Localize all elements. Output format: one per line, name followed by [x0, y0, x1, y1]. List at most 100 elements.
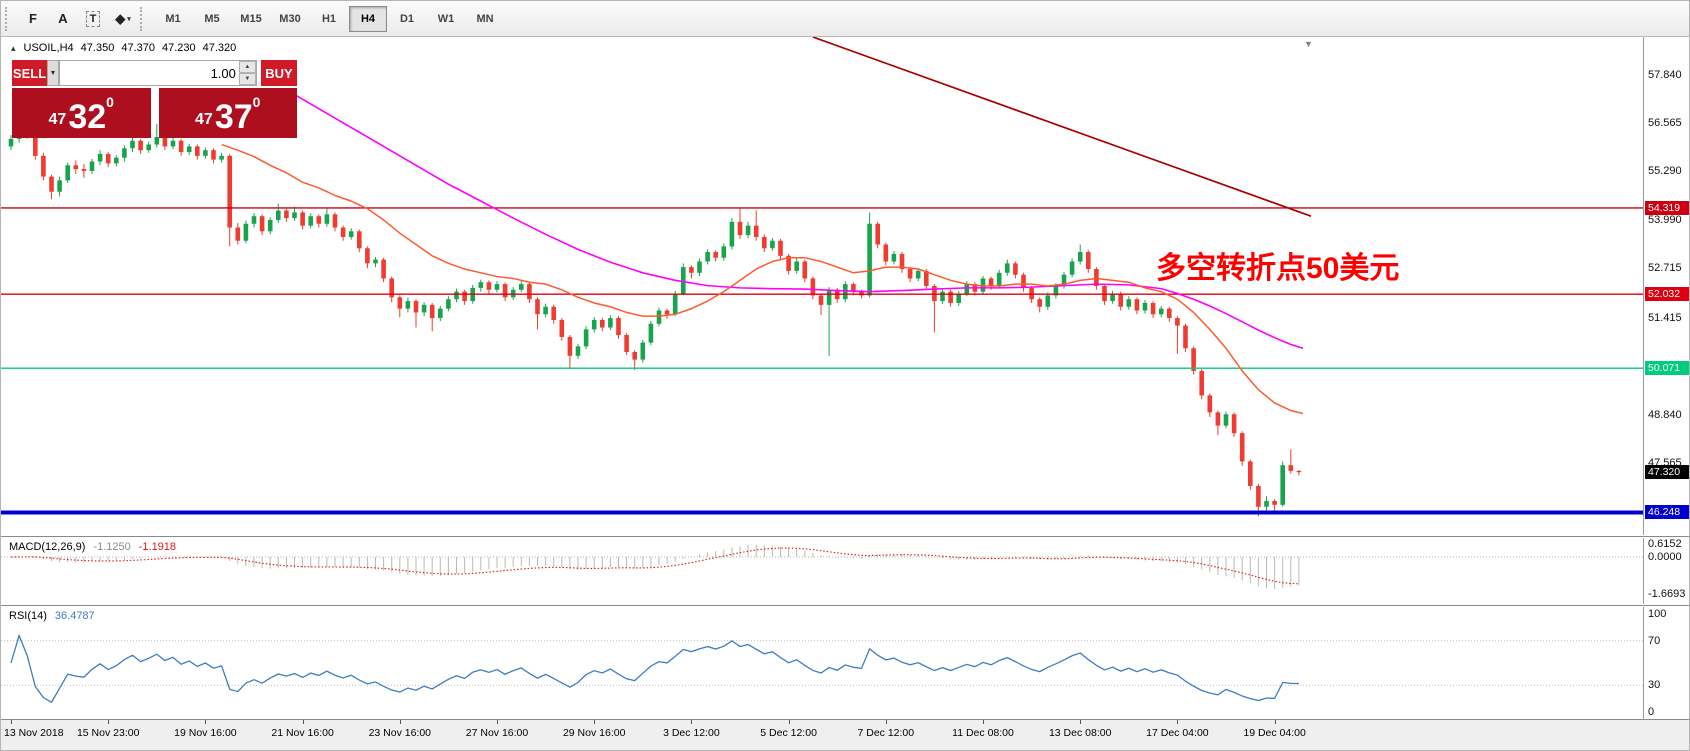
price-tick: 51.415	[1648, 311, 1682, 324]
timeframe-H4[interactable]: H4	[349, 5, 387, 32]
time-label: 7 Dec 12:00	[857, 727, 915, 739]
timeframe-MN[interactable]: MN	[476, 12, 494, 25]
rsi-chart[interactable]	[1, 607, 1643, 719]
text-label-tool-icon[interactable]: T	[79, 5, 107, 33]
one-click-collapse-icon[interactable]: ▴	[11, 42, 16, 53]
rsi-axis-label: 100	[1648, 608, 1667, 620]
chart-ohlc-header: ▴ USOIL,H4 47.350 47.370 47.230 47.320	[11, 42, 236, 54]
time-tick	[885, 720, 887, 724]
volume-spinner-up-icon[interactable]: ▲	[238, 61, 256, 73]
chart-shift-icon[interactable]: ▼	[1304, 39, 1313, 49]
time-tick	[1177, 720, 1179, 724]
chart-annotation: 多空转折点50美元	[1156, 252, 1400, 285]
volume-input[interactable]	[59, 61, 239, 85]
buy-price-sup: 0	[252, 94, 261, 110]
symbol-period: USOIL,H4	[23, 42, 74, 54]
buy-button[interactable]: BUY	[260, 60, 297, 86]
time-tick	[497, 720, 498, 724]
rsi-value: 36.4787	[54, 610, 95, 622]
sell-price[interactable]: 47 32 0	[12, 88, 151, 138]
one-click-trade-panel: SELL ▼ ▲ ▼ BUY 47 32 0 47	[12, 60, 297, 138]
time-label: 11 Dec 08:00	[952, 727, 1014, 739]
time-label: 17 Dec 04:00	[1146, 727, 1209, 739]
timeframe-M15[interactable]: M15	[240, 12, 262, 25]
rsi-header: RSI(14) 36.4787	[9, 610, 95, 622]
time-label: 29 Nov 16:00	[562, 727, 626, 739]
price-axis[interactable]: 57.840 56.565 55.290 53.990 52.715 51.415 48.8…	[1643, 37, 1689, 535]
time-tick	[11, 720, 12, 724]
time-tick	[399, 720, 401, 724]
rsi-axis-label: 30	[1648, 679, 1661, 692]
macd-axis[interactable]: 0.6152 0.0000 -1.6693	[1643, 538, 1689, 604]
main-chart-panel[interactable]: 57.840 56.565 55.290 53.990 52.715 51.415 48.8…	[1, 37, 1689, 535]
time-label: 3 Dec 12:00	[663, 727, 720, 739]
macd-signal-value: -1.1918	[138, 541, 177, 553]
current-price-label: 47.320	[1645, 464, 1689, 479]
macd-panel[interactable]: 0.6152 0.0000 -1.6693 MACD(12,26,9) -1.125…	[1, 538, 1689, 604]
panel-separator[interactable]	[1, 536, 1689, 537]
toolbar-grip-2[interactable]	[140, 6, 148, 31]
ohlc-open: 47.350	[80, 42, 115, 54]
text-tool-glyph: A	[58, 11, 68, 26]
timeframe-W1[interactable]: W1	[437, 12, 455, 25]
time-axis[interactable]: 13 Nov 2018 15 Nov 23:00 19 Nov 16:00 21 No…	[1, 719, 1689, 750]
fibonacci-tool-glyph: F	[29, 11, 37, 26]
volume-dropdown-caret-icon[interactable]: ▼	[47, 60, 59, 86]
time-tick	[691, 720, 693, 724]
rsi-axis[interactable]: 100 70 30 0	[1643, 607, 1689, 719]
panel-separator-2[interactable]	[1, 605, 1689, 606]
time-tick	[983, 720, 984, 724]
toolbar-grip[interactable]	[5, 6, 13, 31]
drawing-tools-group: F A T ◆ ▾	[19, 5, 137, 33]
ohlc-close: 47.320	[202, 42, 237, 54]
time-label: 15 Nov 23:00	[76, 727, 140, 739]
time-tick	[108, 720, 110, 724]
macd-label: MACD(12,26,9)	[9, 541, 86, 553]
macd-main-value: -1.1250	[93, 541, 131, 553]
hlines-layer	[1, 207, 1643, 515]
hline-label[interactable]: 54.319	[1645, 200, 1689, 215]
ma-fast-line	[221, 143, 1304, 415]
time-label: 27 Nov 16:00	[465, 727, 529, 739]
buy-price-prefix: 47	[195, 111, 213, 128]
macd-histogram	[18, 544, 1300, 590]
fibonacci-tool-icon[interactable]: F	[19, 5, 47, 33]
trendline[interactable]	[812, 37, 1312, 218]
buy-price-big: 37	[214, 97, 253, 136]
time-label: 13 Nov 2018	[4, 727, 64, 739]
price-tick: 53.990	[1648, 214, 1682, 227]
time-tick	[302, 720, 304, 724]
price-tick: 56.565	[1648, 117, 1682, 130]
text-tool-icon[interactable]: A	[49, 5, 77, 33]
shapes-tool-icon[interactable]: ◆ ▾	[109, 5, 137, 33]
sell-price-prefix: 47	[48, 111, 67, 128]
timeframe-M5[interactable]: M5	[204, 12, 220, 25]
price-tick: 52.715	[1648, 262, 1682, 275]
volume-spinner-down-icon[interactable]: ▼	[238, 73, 256, 85]
toolbar: F A T ◆ ▾ M1 M5 M15 M30 H1 H4 D1 W1 MN	[1, 1, 1689, 37]
timeframe-D1[interactable]: D1	[399, 12, 415, 25]
price-tick: 55.290	[1648, 165, 1682, 178]
macd-chart[interactable]	[1, 538, 1643, 604]
sell-price-sup: 0	[106, 94, 114, 110]
ohlc-high: 47.370	[121, 42, 155, 54]
timeframe-H1[interactable]: H1	[321, 12, 337, 25]
ma-slow-line	[285, 89, 1304, 350]
candles-layer	[8, 123, 1302, 517]
volume-spinner: ▲ ▼	[238, 61, 256, 85]
sell-button[interactable]: SELL	[12, 60, 48, 86]
macd-signal-line	[10, 547, 1299, 585]
candlestick-chart[interactable]	[1, 37, 1643, 535]
buy-price[interactable]: 47 37 0	[158, 88, 297, 138]
macd-axis-label: 0.0000	[1648, 551, 1682, 564]
hline-label[interactable]: 50.071	[1645, 361, 1689, 376]
rsi-panel[interactable]: 100 70 30 0 RSI(14) 36.4787	[1, 607, 1689, 719]
timeframe-group: M1 M5 M15 M30 H1 H4 D1 W1 MN	[154, 5, 504, 32]
timeframe-M30[interactable]: M30	[279, 12, 301, 25]
hline-label[interactable]: 46.248	[1645, 505, 1689, 520]
ohlc-low: 47.230	[161, 42, 196, 54]
timeframe-M1[interactable]: M1	[165, 12, 181, 25]
hline-label[interactable]: 52.032	[1645, 287, 1689, 302]
rsi-label: RSI(14)	[9, 610, 47, 622]
